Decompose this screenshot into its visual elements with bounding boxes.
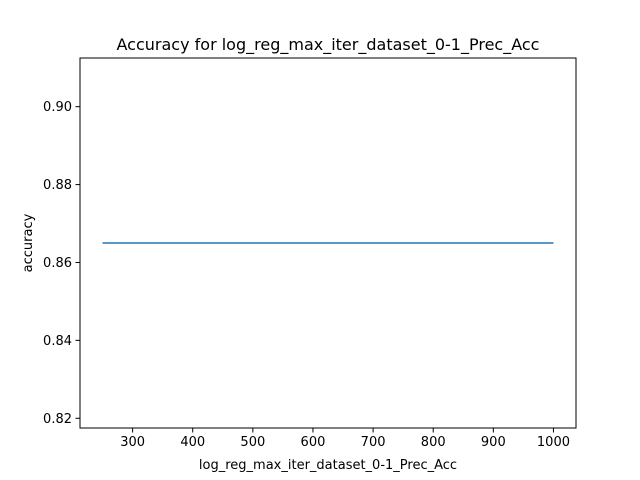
x-tick-label: 400 [180,435,205,450]
y-tick-label: 0.88 [43,178,72,193]
y-tick-label: 0.86 [43,256,72,271]
chart-title: Accuracy for log_reg_max_iter_dataset_0-… [117,35,540,55]
y-tick-label: 0.84 [43,334,72,349]
x-axis-label: log_reg_max_iter_dataset_0-1_Prec_Acc [199,458,457,473]
y-axis-label: accuracy [21,213,36,272]
x-axis: 300 400 500 600 700 800 900 1000 [120,428,570,450]
y-tick-label: 0.82 [43,412,72,427]
x-tick-label: 300 [120,435,145,450]
y-axis: 0.82 0.84 0.86 0.88 0.90 [43,100,80,427]
x-tick-label: 600 [301,435,326,450]
x-tick-label: 500 [240,435,265,450]
plot-frame [79,57,577,429]
y-tick-label: 0.90 [43,100,72,115]
x-tick-label: 800 [421,435,446,450]
x-tick-label: 900 [481,435,506,450]
x-tick-label: 700 [361,435,386,450]
x-tick-label: 1000 [537,435,570,450]
